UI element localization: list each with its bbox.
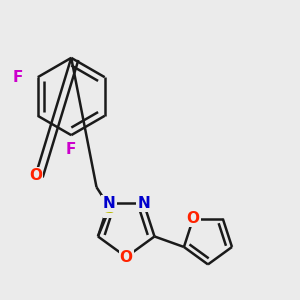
Text: F: F <box>66 142 76 157</box>
Text: O: O <box>187 211 200 226</box>
Text: O: O <box>29 168 42 183</box>
Text: F: F <box>12 70 23 85</box>
Text: O: O <box>120 250 133 265</box>
Text: N: N <box>102 196 115 211</box>
Text: S: S <box>104 199 116 217</box>
Text: N: N <box>137 196 150 211</box>
